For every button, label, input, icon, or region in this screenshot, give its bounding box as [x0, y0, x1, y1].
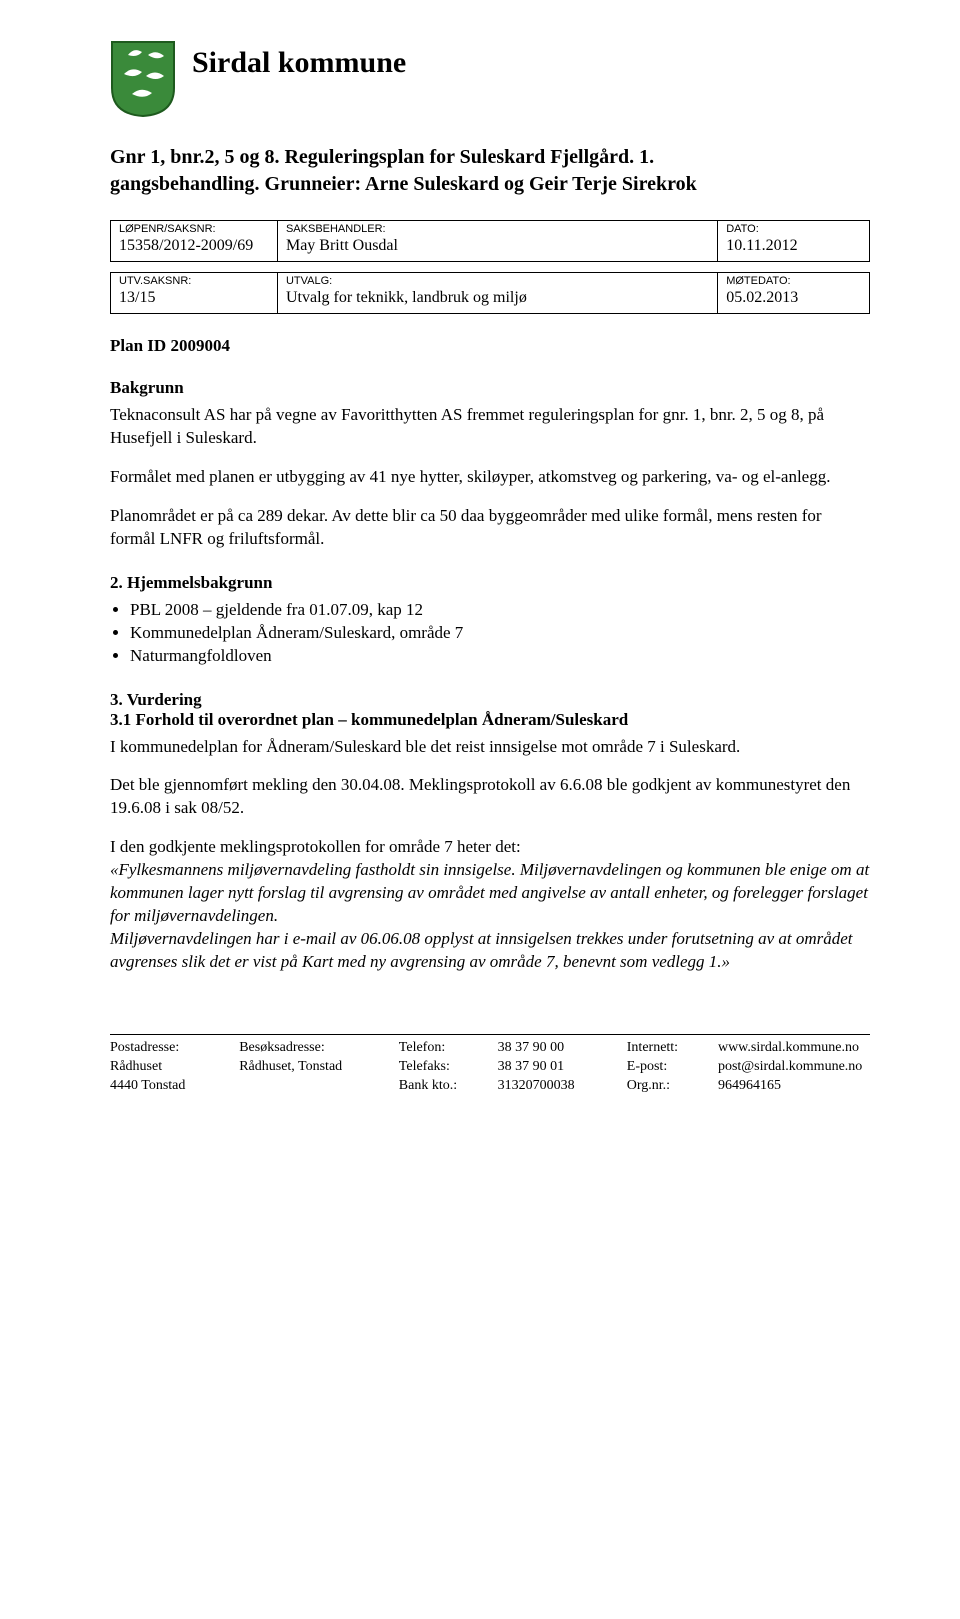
vurdering-body: I kommunedelplan for Ådneram/Suleskard b…	[110, 736, 870, 974]
footer-r2-c5: E-post:	[627, 1058, 718, 1077]
footer-row-2: Rådhuset Rådhuset, Tonstad Telefaks: 38 …	[110, 1058, 870, 1077]
vurdering-p2: Det ble gjennomført mekling den 30.04.08…	[110, 774, 870, 820]
footer-r1-c6: www.sirdal.kommune.no	[718, 1039, 870, 1058]
meta2-utvsaksnr-value: 13/15	[119, 289, 269, 307]
meta1-cell-lopenr: LØPENR/SAKSNR: 15358/2012-2009/69	[111, 221, 278, 262]
document-title: Gnr 1, bnr.2, 5 og 8. Reguleringsplan fo…	[110, 144, 870, 198]
vurdering-p3b: «Fylkesmannens miljøvernavdeling fasthol…	[110, 859, 870, 928]
footer-r3-c4: 31320700038	[498, 1077, 627, 1096]
meta2-cell-motedato: MØTEDATO: 05.02.2013	[718, 273, 870, 314]
plan-id-heading: Plan ID 2009004	[110, 336, 870, 356]
municipality-logo	[110, 40, 176, 118]
meta-table-1: LØPENR/SAKSNR: 15358/2012-2009/69 SAKSBE…	[110, 220, 870, 262]
hjemmel-item-1: PBL 2008 – gjeldende fra 01.07.09, kap 1…	[130, 599, 870, 622]
meta1-saksbehandler-value: May Britt Ousdal	[286, 237, 709, 255]
footer-row-1: Postadresse: Besøksadresse: Telefon: 38 …	[110, 1039, 870, 1058]
title-line-1: Gnr 1, bnr.2, 5 og 8. Reguleringsplan fo…	[110, 146, 654, 168]
footer-r3-c3: Bank kto.:	[399, 1077, 498, 1096]
meta1-dato-label: DATO:	[726, 223, 861, 235]
body-text: Teknaconsult AS har på vegne av Favoritt…	[110, 404, 870, 551]
meta2-cell-utvalg: UTVALG: Utvalg for teknikk, landbruk og …	[277, 273, 717, 314]
footer-r1-c3: Telefon:	[399, 1039, 498, 1058]
hjemmel-item-3: Naturmangfoldloven	[130, 645, 870, 668]
bakgrunn-heading: Bakgrunn	[110, 378, 870, 398]
vurdering-heading: 3. Vurdering	[110, 690, 870, 710]
footer-r2-c6: post@sirdal.kommune.no	[718, 1058, 870, 1077]
footer-r3-c6: 964964165	[718, 1077, 870, 1096]
meta2-motedato-label: MØTEDATO:	[726, 275, 861, 287]
vurdering-p3a: I den godkjente meklingsprotokollen for …	[110, 836, 870, 859]
hjemmel-heading: 2. Hjemmelsbakgrunn	[110, 573, 870, 593]
meta2-motedato-value: 05.02.2013	[726, 289, 861, 307]
meta-table-2: UTV.SAKSNR: 13/15 UTVALG: Utvalg for tek…	[110, 272, 870, 314]
page: Sirdal kommune Gnr 1, bnr.2, 5 og 8. Reg…	[0, 0, 960, 1136]
footer-r2-c2: Rådhuset, Tonstad	[239, 1058, 399, 1077]
meta1-lopenr-label: LØPENR/SAKSNR:	[119, 223, 269, 235]
meta2-utvsaksnr-label: UTV.SAKSNR:	[119, 275, 269, 287]
shield-icon	[110, 40, 176, 118]
footer-table: Postadresse: Besøksadresse: Telefon: 38 …	[110, 1039, 870, 1096]
bakgrunn-p3: Planområdet er på ca 289 dekar. Av dette…	[110, 505, 870, 551]
footer-r1-c1: Postadresse:	[110, 1039, 239, 1058]
vurdering-p1: I kommunedelplan for Ådneram/Suleskard b…	[110, 736, 870, 759]
footer-r3-c1: 4440 Tonstad	[110, 1077, 239, 1096]
meta2-utvalg-value: Utvalg for teknikk, landbruk og miljø	[286, 289, 709, 307]
org-name: Sirdal kommune	[192, 46, 406, 80]
footer-r2-c3: Telefaks:	[399, 1058, 498, 1077]
header: Sirdal kommune	[110, 40, 870, 118]
meta1-cell-saksbehandler: SAKSBEHANDLER: May Britt Ousdal	[277, 221, 717, 262]
meta2-utvalg-label: UTVALG:	[286, 275, 709, 287]
footer-r2-c4: 38 37 90 01	[498, 1058, 627, 1077]
footer-r1-c5: Internett:	[627, 1039, 718, 1058]
vurdering-subheading: 3.1 Forhold til overordnet plan – kommun…	[110, 710, 870, 730]
footer-r2-c1: Rådhuset	[110, 1058, 239, 1077]
meta1-saksbehandler-label: SAKSBEHANDLER:	[286, 223, 709, 235]
footer-r3-c2	[239, 1077, 399, 1096]
hjemmel-item-2: Kommunedelplan Ådneram/Suleskard, område…	[130, 622, 870, 645]
meta2-cell-utvsaksnr: UTV.SAKSNR: 13/15	[111, 273, 278, 314]
footer-r1-c4: 38 37 90 00	[498, 1039, 627, 1058]
bakgrunn-p2: Formålet med planen er utbygging av 41 n…	[110, 466, 870, 489]
bakgrunn-p1: Teknaconsult AS har på vegne av Favoritt…	[110, 404, 870, 450]
vurdering-p3c: Miljøvernavdelingen har i e-mail av 06.0…	[110, 928, 870, 974]
footer-r1-c2: Besøksadresse:	[239, 1039, 399, 1058]
title-line-2: gangsbehandling. Grunneier: Arne Suleska…	[110, 173, 697, 195]
footer-r3-c5: Org.nr.:	[627, 1077, 718, 1096]
meta1-cell-dato: DATO: 10.11.2012	[718, 221, 870, 262]
meta1-dato-value: 10.11.2012	[726, 237, 861, 255]
meta1-lopenr-value: 15358/2012-2009/69	[119, 237, 269, 255]
hjemmel-list: PBL 2008 – gjeldende fra 01.07.09, kap 1…	[110, 599, 870, 668]
footer-row-3: 4440 Tonstad Bank kto.: 31320700038 Org.…	[110, 1077, 870, 1096]
footer-separator	[110, 1034, 870, 1035]
